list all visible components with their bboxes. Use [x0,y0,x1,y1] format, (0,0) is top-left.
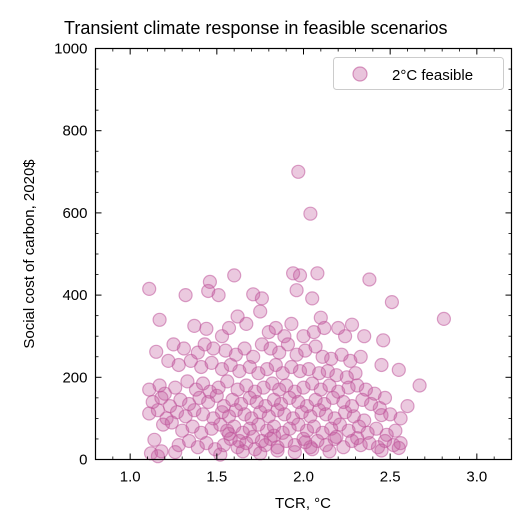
x-tick-label: 3.0 [466,469,487,486]
data-point [351,432,364,445]
data-point [437,312,450,325]
data-point [311,267,324,280]
data-point [223,322,236,335]
legend: 2°C feasible [334,58,504,90]
data-point [354,350,367,363]
data-point [413,379,426,392]
data-point [375,444,388,457]
x-tick-label: 2.5 [380,469,401,486]
data-point [392,363,405,376]
data-point [285,317,298,330]
data-point [292,165,305,178]
data-point [169,446,182,459]
data-point [349,367,362,380]
chart-title: Transient climate response in feasible s… [64,18,448,38]
data-point [153,313,166,326]
data-point [200,322,213,335]
data-point [143,282,156,295]
data-point [254,305,267,318]
data-point [288,446,301,459]
data-point [346,318,359,331]
data-point [323,445,336,458]
data-point [306,292,319,305]
data-point [290,284,303,297]
data-point [179,289,192,302]
data-point [392,442,405,455]
data-point [394,412,407,425]
y-tick-label: 1000 [54,41,87,58]
y-axis-label: Social cost of carbon, 2020$ [21,159,38,349]
data-point [254,447,267,460]
legend-label: 2°C feasible [392,67,473,84]
data-point [236,445,249,458]
data-point [375,359,388,372]
data-point [318,322,331,335]
x-axis-label: TCR, °C [275,495,331,512]
data-point [330,430,343,443]
y-tick-label: 600 [62,205,87,222]
x-tick-label: 2.0 [293,469,314,486]
data-point [375,409,388,422]
legend-marker [353,67,367,81]
data-point [389,424,402,437]
data-point [377,334,390,347]
y-tick-label: 0 [79,452,87,469]
data-point [401,400,414,413]
data-point [358,330,371,343]
data-point [207,342,220,355]
data-point [172,359,185,372]
data-point [271,444,284,457]
data-point [228,269,241,282]
data-point [223,428,236,441]
data-point [299,436,312,449]
data-point [385,296,398,309]
data-point [294,269,307,282]
data-point [255,292,268,305]
data-point [212,289,225,302]
data-point [148,433,161,446]
data-point [169,381,182,394]
y-tick-label: 200 [62,369,87,386]
x-tick-label: 1.5 [206,469,227,486]
data-point [363,273,376,286]
y-tick-label: 400 [62,287,87,304]
x-tick-label: 1.0 [120,469,141,486]
data-point [188,319,201,332]
data-point [339,330,352,343]
data-point [151,450,164,463]
data-points [143,165,451,462]
y-tick-label: 800 [62,123,87,140]
data-point [240,317,253,330]
data-point [268,429,281,442]
data-point [150,345,163,358]
data-point [304,207,317,220]
data-point [177,342,190,355]
